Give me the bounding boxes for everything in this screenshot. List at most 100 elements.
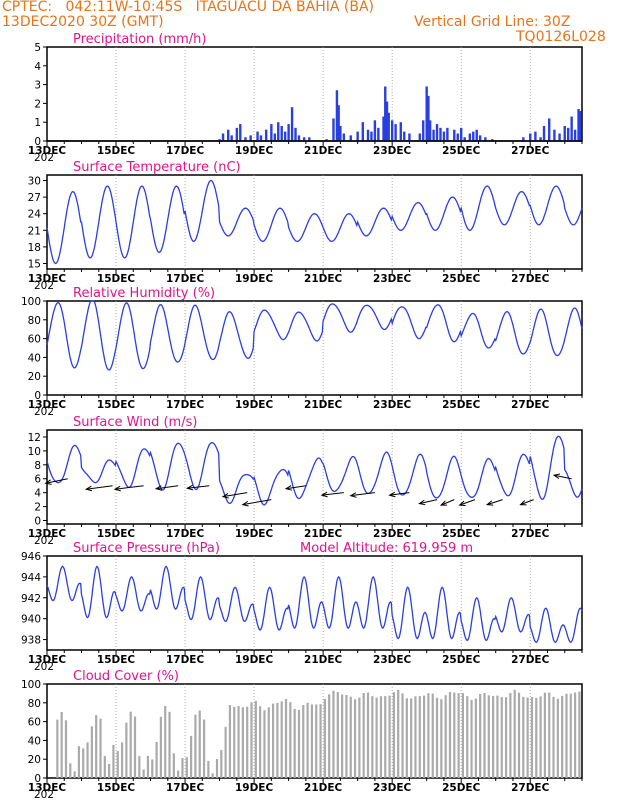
pres-frame <box>46 555 583 651</box>
precip-bar <box>373 120 377 141</box>
rh-frame <box>46 300 583 396</box>
cloud-bar <box>513 689 516 778</box>
cloud-bar <box>410 698 413 778</box>
wind-arrow <box>440 499 455 506</box>
precip-bar <box>418 133 421 141</box>
wind-arrow-head <box>284 485 293 491</box>
x-tick-label: 15DEC <box>97 782 136 794</box>
precip-bar <box>287 124 290 141</box>
x-tick-label: 19DEC <box>235 654 274 666</box>
wind-arrow-head <box>84 485 93 492</box>
precip-bar <box>453 129 456 141</box>
cloud-bar <box>353 699 357 778</box>
x-tick-label: 21DEC <box>304 399 343 411</box>
y-tick-label: 12 <box>28 432 41 444</box>
precip-bar <box>297 135 301 141</box>
precip-bar <box>542 125 546 141</box>
precip-bar <box>283 131 287 141</box>
cloud-bar <box>392 692 395 778</box>
precip-bar <box>553 129 556 141</box>
precip-bar <box>579 110 582 141</box>
cloud-bar <box>64 720 68 778</box>
y-tick-label: 40 <box>28 735 41 747</box>
cloud-bar <box>237 706 240 778</box>
product-code: TQ0126L028 <box>516 29 606 45</box>
x-tick-label: 15DEC <box>97 528 136 540</box>
precip-bar <box>230 135 233 141</box>
cloud-bar <box>530 697 534 778</box>
precip-bar <box>548 118 551 141</box>
y-tick-label: 944 <box>21 572 41 584</box>
y-tick-label: 27 <box>28 192 41 204</box>
cloud-bar <box>159 716 163 778</box>
cloud-bar <box>116 751 119 778</box>
x-tick-label: 21DEC <box>304 528 343 540</box>
y-tick-label: 80 <box>28 698 41 710</box>
cloud-bar <box>492 696 495 778</box>
x-tick-label: 13DEC <box>28 273 67 285</box>
x-tick-label: 19DEC <box>235 273 274 285</box>
x-tick-label: 17DEC <box>166 782 205 794</box>
y-tick-label: 30 <box>28 176 41 188</box>
x-tick-label: 21DEC <box>304 145 343 157</box>
cloud-bar <box>120 742 124 778</box>
precip-bar <box>427 95 430 141</box>
cloud-bar <box>371 696 374 778</box>
y-tick-label: 0 <box>34 136 41 148</box>
cloud-bar <box>336 692 339 778</box>
precip-bar <box>408 133 411 141</box>
cloud-bar <box>263 710 266 778</box>
wind-arrow <box>187 485 210 489</box>
temp-frame <box>46 174 583 270</box>
x-tick-label: 23DEC <box>373 528 412 540</box>
wind-frame <box>46 429 583 525</box>
cloud-bar <box>362 693 365 778</box>
precip-bar <box>244 137 247 141</box>
x-tick-label: 17DEC <box>166 273 205 285</box>
precip-bar <box>366 129 370 141</box>
y-tick-label: 60 <box>28 334 41 346</box>
wind-arrow <box>459 499 476 506</box>
precip-bar <box>280 125 283 141</box>
model-altitude: Model Altitude: 619.959 m <box>300 541 473 556</box>
cloud-bar <box>565 693 568 778</box>
x-tick-label: 13DEC <box>28 399 67 411</box>
precip-bar <box>325 139 328 141</box>
wind-title: Surface Wind (m/s) <box>73 415 197 430</box>
cloud-bar <box>561 695 564 778</box>
precip-bar <box>384 86 387 141</box>
wind-arrow-head <box>221 493 229 499</box>
run-time: 13DEC2020 30Z (GMT) <box>2 14 164 30</box>
precip-bar <box>239 124 242 141</box>
cloud-bar <box>297 709 301 778</box>
x-tick-label: 17DEC <box>166 145 205 157</box>
wind-arrow <box>114 485 144 490</box>
x-tick-label: 27DEC <box>511 528 550 540</box>
cloud-bar <box>181 758 184 778</box>
x-tick-label: 17DEC <box>166 399 205 411</box>
wind-arrow-head <box>349 492 357 498</box>
precip-bar <box>335 90 339 141</box>
wind-arrow <box>389 492 410 496</box>
cloud-bar <box>457 693 460 778</box>
cloud-bar <box>341 694 344 778</box>
precip-bar <box>529 133 532 141</box>
cloud-bar <box>112 744 115 778</box>
y-tick-label: 3 <box>34 80 41 92</box>
y-tick-label: 0 <box>34 773 41 785</box>
x-tick-label: 13DEC <box>28 145 67 157</box>
precip-bar <box>491 139 494 141</box>
y-tick-label: 80 <box>28 315 41 327</box>
precip-bar <box>264 129 268 141</box>
wind-arrow-head <box>418 499 426 506</box>
cloud-bar <box>323 698 326 778</box>
x-tick-label: 23DEC <box>373 145 412 157</box>
wind-arrow-head <box>113 485 121 492</box>
cloud-bar <box>185 757 188 778</box>
precip-bar <box>302 137 306 141</box>
cloud-bar <box>539 696 542 778</box>
x-tick-label: 19DEC <box>235 399 274 411</box>
precip-bar <box>270 124 273 141</box>
cloud-bar <box>77 746 81 778</box>
cloud-bar <box>168 711 171 778</box>
